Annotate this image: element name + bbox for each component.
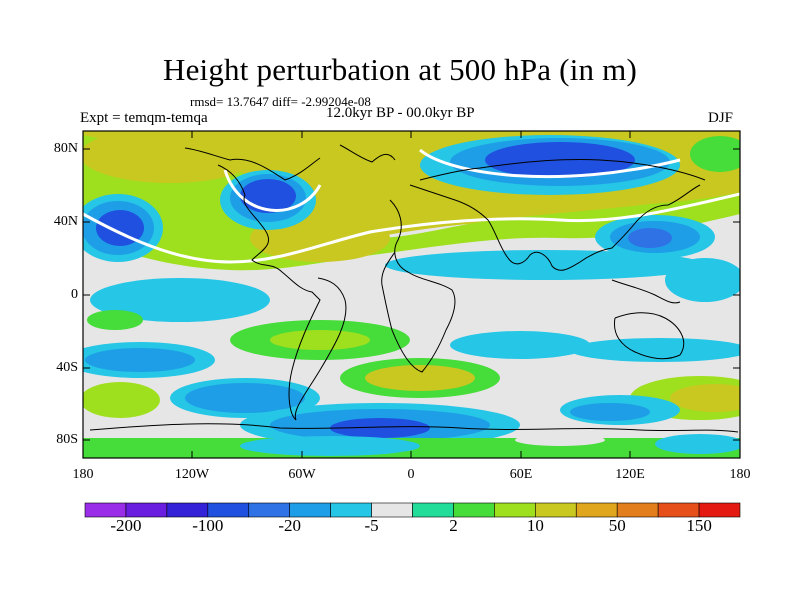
coastlines (89, 144, 739, 433)
colorbar-swatch (371, 502, 413, 518)
colorbar-swatch (575, 502, 618, 518)
season-label: DJF (708, 110, 734, 126)
colorbar-swatch (616, 502, 659, 518)
lon-label-0: 0 (407, 467, 415, 482)
lon-label-60w: 60W (288, 467, 316, 482)
colorbar-swatch (248, 502, 290, 518)
colorbar-swatch (657, 502, 700, 518)
lat-label-80n: 80N (53, 141, 78, 156)
colorbar-swatch (494, 502, 536, 518)
colorbar-swatch (84, 502, 127, 518)
colorbar-label: 10 (526, 516, 544, 535)
colorbar-swatch (166, 502, 209, 518)
experiment-label: Expt = temqm-temqa (80, 110, 208, 126)
colorbar-label: -20 (278, 516, 302, 535)
height-field (83, 131, 740, 458)
lat-label-eq: 0 (71, 287, 78, 302)
colorbar (84, 502, 741, 518)
colorbar-label: 2 (449, 516, 458, 535)
lon-label-120w: 120W (174, 467, 210, 482)
plot-title: Height perturbation at 500 hPa (in m) (162, 52, 638, 87)
lat-label-80s: 80S (56, 432, 78, 447)
colorbar-label: -100 (192, 516, 224, 535)
lat-tick-marks (83, 148, 740, 441)
colorbar-label: -200 (110, 516, 142, 535)
lon-label-120e: 120E (615, 467, 645, 482)
colorbar-label: -5 (364, 516, 379, 535)
colorbar-swatch (535, 502, 577, 518)
lat-label-40n: 40N (53, 214, 78, 229)
stats-text: rmsd= 13.7647 diff= -2.99204e-08 (190, 94, 371, 109)
colorbar-label: 150 (686, 516, 712, 535)
lon-label-60e: 60E (509, 467, 533, 482)
lon-label-180w: 180 (72, 467, 94, 482)
period-label: 12.0kyr BP - 00.0kyr BP (326, 105, 475, 121)
colorbar-label: 50 (608, 516, 626, 535)
colorbar-swatch (698, 502, 741, 518)
colorbar-swatch (125, 502, 168, 518)
lon-tick-marks (191, 131, 631, 458)
lon-label-180e: 180 (729, 467, 751, 482)
colorbar-swatch (207, 502, 250, 518)
colorbar-swatch (289, 502, 331, 518)
colorbar-swatch (412, 502, 454, 518)
colorbar-swatch (330, 502, 372, 518)
lat-label-40s: 40S (56, 360, 78, 375)
colorbar-swatch (453, 502, 495, 518)
